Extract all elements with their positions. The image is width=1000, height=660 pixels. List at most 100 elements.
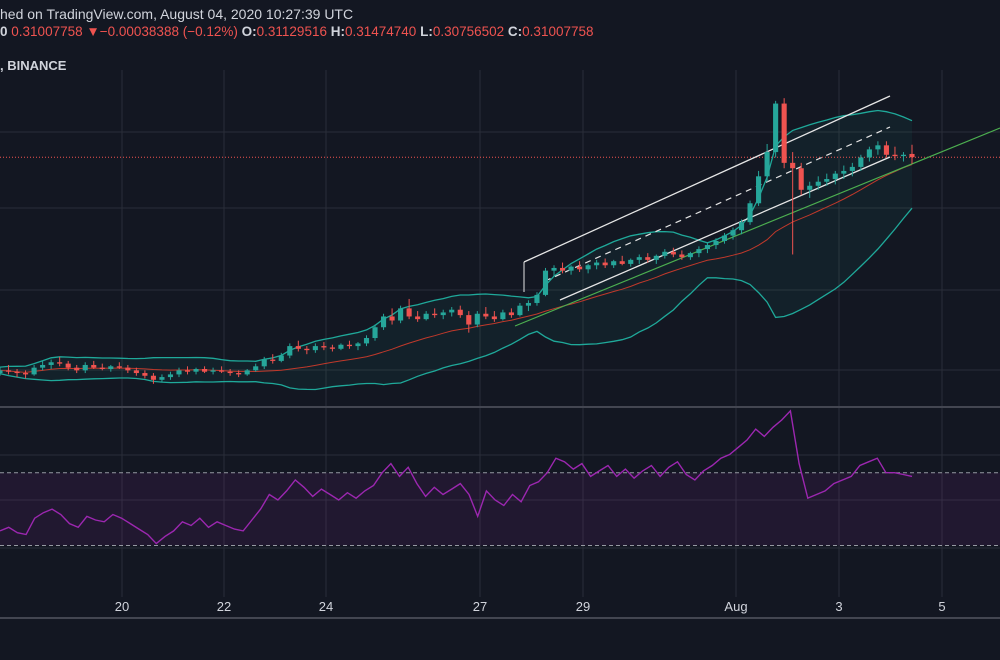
candle-body xyxy=(116,366,122,368)
channel-median xyxy=(544,126,891,282)
candle-body xyxy=(227,371,233,374)
lower-band xyxy=(0,207,913,391)
candle-body xyxy=(662,251,668,256)
candle-body xyxy=(0,370,3,374)
candle-body xyxy=(773,103,779,153)
candle-body xyxy=(202,369,208,372)
candle-body xyxy=(398,308,404,321)
candle-body xyxy=(849,166,855,171)
candle-body xyxy=(57,362,63,364)
high-label: H: xyxy=(330,24,345,39)
candle-body xyxy=(329,347,335,349)
candle-body xyxy=(457,309,463,316)
close-label: C: xyxy=(507,24,523,39)
x-tick-label: 3 xyxy=(835,599,842,614)
candle-body xyxy=(534,294,540,303)
candle-body xyxy=(278,355,284,361)
candle-body xyxy=(150,375,156,380)
rsi-panel xyxy=(0,409,1000,546)
candle-body xyxy=(645,257,651,260)
candle-body xyxy=(48,362,54,365)
candle-body xyxy=(363,338,370,344)
bollinger-bands xyxy=(0,109,1000,391)
candle-body xyxy=(440,312,446,316)
candle-body xyxy=(491,316,497,320)
candle-body xyxy=(756,176,762,204)
candle-body xyxy=(875,145,881,150)
candle-body xyxy=(721,235,728,241)
candle-body xyxy=(892,154,898,157)
green-trend-line xyxy=(514,127,1000,327)
candle-body xyxy=(807,185,813,190)
rsi-line xyxy=(0,409,913,545)
candle-body xyxy=(5,370,12,372)
candle-body xyxy=(31,367,37,375)
candle-body xyxy=(883,145,889,155)
candle-body xyxy=(244,370,250,375)
candle-body xyxy=(108,366,114,370)
candle-body xyxy=(380,316,387,328)
x-tick-label: 24 xyxy=(319,599,333,614)
price-prefix: 0 xyxy=(0,24,8,39)
candle-body xyxy=(577,266,583,270)
rsi-band xyxy=(0,472,1000,546)
candle-body xyxy=(611,261,617,266)
candle-body xyxy=(415,316,421,320)
candle-body xyxy=(653,255,659,260)
candle-body xyxy=(142,373,148,376)
candle-body xyxy=(270,359,276,361)
band-fill xyxy=(0,110,912,390)
x-tick-label: 22 xyxy=(217,599,231,614)
candle-body xyxy=(679,254,685,258)
candle-body xyxy=(210,370,216,372)
candle-body xyxy=(287,346,293,356)
basis-line xyxy=(0,164,913,373)
candle-body xyxy=(542,270,549,295)
change-value: −0.00038388 (−0.12%) xyxy=(99,24,238,39)
candle-body xyxy=(40,364,46,368)
candle-body xyxy=(295,346,301,349)
candle-body xyxy=(219,370,225,372)
candle-body xyxy=(176,370,182,375)
candle-body xyxy=(824,179,830,182)
candle-body xyxy=(636,257,642,260)
candle-body xyxy=(193,369,199,372)
candle-body xyxy=(815,181,821,186)
time-axis: 20 22 24 27 29 Aug 3 5 xyxy=(115,599,946,614)
candle-body xyxy=(346,344,353,347)
candle-body xyxy=(551,267,557,271)
candle-body xyxy=(91,364,97,368)
candle-body xyxy=(900,154,907,157)
candle-body xyxy=(483,313,489,317)
candle-body xyxy=(500,312,506,320)
candle-body xyxy=(713,241,719,246)
low-label: L: xyxy=(420,24,433,39)
candle-body xyxy=(858,157,864,167)
symbol-exchange: , BINANCE xyxy=(0,58,67,73)
down-arrow-icon: ▼ xyxy=(86,24,100,39)
candle-body xyxy=(14,371,20,374)
candle-body xyxy=(866,149,872,158)
candle-body xyxy=(747,203,753,223)
candle-body xyxy=(696,249,702,254)
candle-body xyxy=(74,367,80,371)
open-value: 0.31129516 xyxy=(256,24,327,39)
candle-body xyxy=(406,308,412,317)
candle-body xyxy=(23,373,29,375)
candle-body xyxy=(525,302,532,306)
candle-body xyxy=(781,103,787,163)
candles xyxy=(0,98,915,384)
candle-body xyxy=(167,374,174,378)
published-text: hed on TradingView.com, August 04, 2020 … xyxy=(0,6,354,22)
candle-body xyxy=(125,367,131,371)
x-tick-label: 29 xyxy=(576,599,590,614)
candle-body xyxy=(133,370,139,374)
candle-body xyxy=(687,253,693,258)
candle-body xyxy=(184,370,191,372)
candle-body xyxy=(628,259,634,264)
candle-body xyxy=(909,153,915,158)
x-tick-label: 27 xyxy=(473,599,487,614)
candle-body xyxy=(99,367,105,370)
candle-body xyxy=(508,312,514,316)
